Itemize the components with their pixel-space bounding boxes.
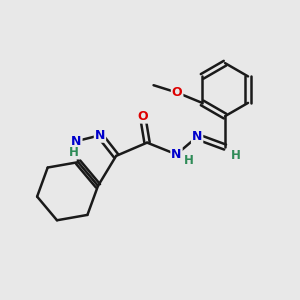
Text: O: O	[172, 86, 182, 99]
Text: H: H	[69, 146, 79, 159]
Text: N: N	[95, 129, 105, 142]
Text: O: O	[137, 110, 148, 123]
Text: N: N	[192, 130, 202, 143]
Text: H: H	[231, 149, 241, 162]
Text: N: N	[71, 135, 82, 148]
Text: H: H	[184, 154, 194, 167]
Text: N: N	[171, 148, 182, 161]
